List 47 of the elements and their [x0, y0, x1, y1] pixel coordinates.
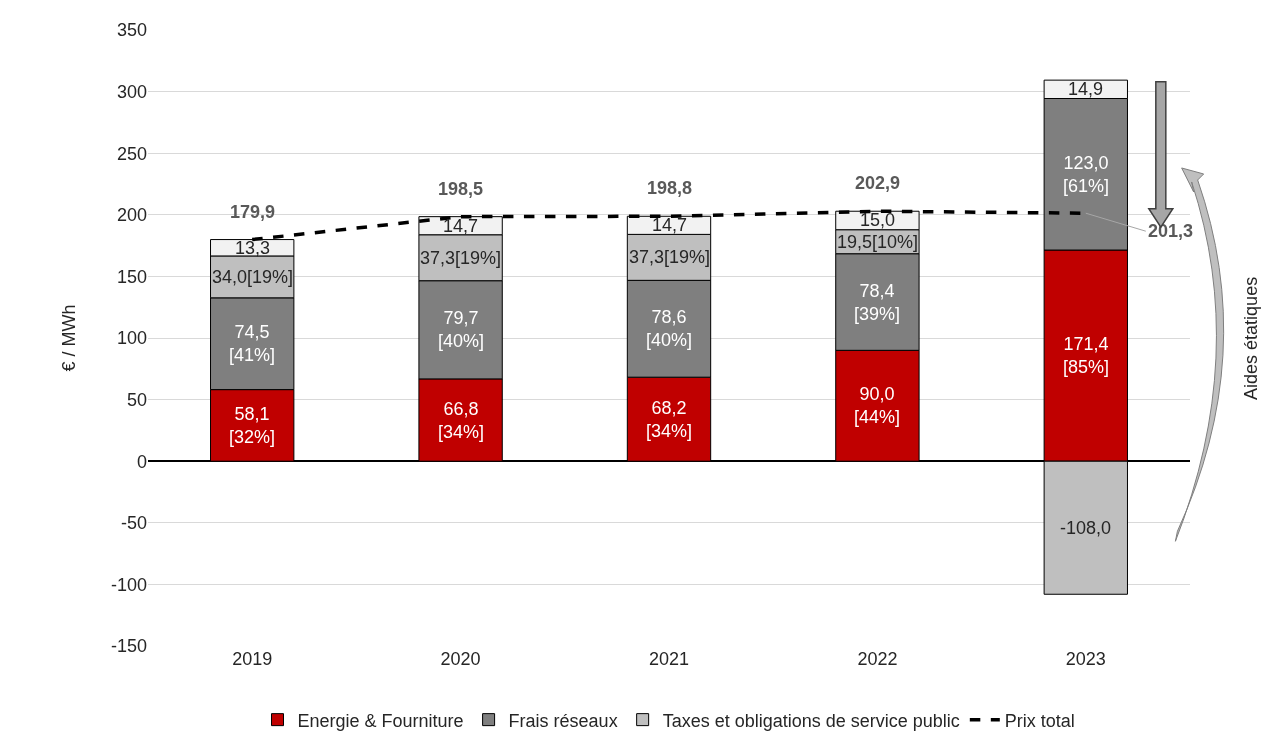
- x-tick-label: 2021: [648, 649, 690, 669]
- data-label: 14,9: [1068, 79, 1104, 99]
- data-label: 58,1 [32%]: [229, 404, 276, 448]
- data-label: 13,3: [235, 238, 271, 258]
- y-tick-label: -150: [110, 636, 147, 657]
- legend-label: Energie & Fourniture: [297, 710, 464, 731]
- data-label: 171,4 [85%]: [1063, 334, 1110, 378]
- annotation: 201,3: [1148, 221, 1194, 241]
- total-label: 198,8: [647, 178, 693, 198]
- y-axis-title: € / MWh: [59, 304, 80, 372]
- legend-label: Taxes et obligations de service public: [662, 710, 960, 731]
- x-tick-label: 2019: [232, 649, 273, 669]
- total-label: 179,9: [230, 202, 276, 222]
- data-label: 90,0 [44%]: [854, 384, 901, 428]
- data-label: 37,3[19%]: [420, 248, 502, 268]
- data-label: 79,7 [40%]: [438, 308, 485, 352]
- data-label: 68,2 [34%]: [646, 398, 693, 442]
- y-tick-label: 150: [116, 266, 147, 287]
- y-tick-label: -50: [120, 513, 147, 534]
- text: Aides étatiques: [1240, 276, 1261, 400]
- data-label: 66,8 [34%]: [438, 399, 485, 443]
- data-label: 78,6 [40%]: [646, 307, 693, 351]
- data-label: 14,7: [443, 216, 479, 236]
- y-tick-label: 100: [116, 328, 147, 349]
- y-tick-label: 300: [116, 81, 147, 102]
- data-label: 78,4 [39%]: [854, 281, 901, 325]
- data-label: 14,7: [652, 215, 688, 235]
- data-label: 37,3[19%]: [629, 247, 711, 267]
- y-tick-label: 50: [126, 389, 147, 410]
- data-label: 34,0[19%]: [212, 267, 294, 287]
- legend-label: Prix total: [1004, 710, 1075, 731]
- data-label: -108,0: [1060, 518, 1112, 538]
- x-tick-label: 2023: [1065, 649, 1106, 669]
- y-tick-label: 350: [116, 20, 147, 41]
- legend-label: Frais réseaux: [508, 710, 618, 731]
- data-label: 19,5[10%]: [837, 232, 919, 252]
- x-tick-label: 2020: [440, 649, 481, 669]
- data-label: 15,0: [860, 210, 896, 230]
- y-tick-label: 250: [116, 143, 147, 164]
- x-tick-label: 2022: [857, 649, 898, 669]
- y-tick-label: -100: [110, 574, 147, 595]
- y-tick-label: 0: [136, 451, 147, 472]
- total-label: 202,9: [855, 173, 901, 193]
- data-label: 123,0 [61%]: [1063, 153, 1110, 197]
- data-label: 74,5 [41%]: [229, 322, 276, 366]
- total-label: 198,5: [438, 179, 484, 199]
- y-tick-label: 200: [116, 205, 147, 226]
